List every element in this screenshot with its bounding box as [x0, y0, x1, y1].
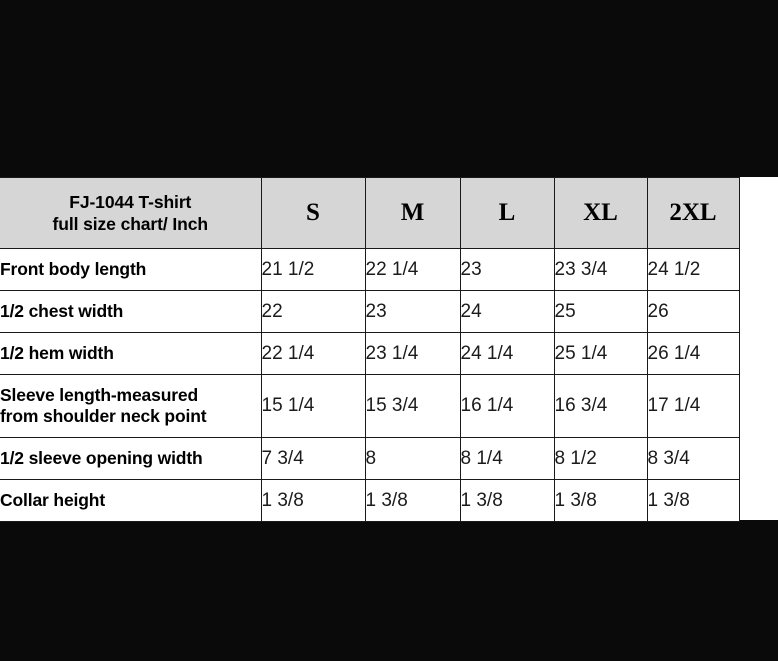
- measurement-label: Front body length: [0, 248, 262, 291]
- chart-title-cell: FJ-1044 T-shirt full size chart/ Inch: [0, 177, 262, 249]
- chart-title-line-2: full size chart/ Inch: [52, 214, 209, 234]
- measurement-value: 22: [260, 290, 366, 333]
- measurement-value: 26 1/4: [646, 332, 740, 375]
- measurement-value: 16 3/4: [553, 374, 648, 438]
- table-header-row: FJ-1044 T-shirt full size chart/ Inch S …: [0, 177, 740, 249]
- chart-title-line-1: FJ-1044 T-shirt: [69, 191, 192, 212]
- measurement-value: 1 3/8: [646, 479, 740, 522]
- measurement-value: 24 1/4: [459, 332, 555, 375]
- measurement-label: 1/2 hem width: [0, 332, 262, 375]
- measurement-value: 8 1/2: [553, 437, 648, 480]
- measurement-value: 24: [459, 290, 555, 333]
- measurement-value: 23: [459, 248, 555, 291]
- table-row: 1/2 chest width 22 23 24 25 26: [0, 290, 740, 333]
- measurement-label: Collar height: [0, 479, 262, 522]
- size-chart-sheet: FJ-1044 T-shirt full size chart/ Inch S …: [0, 177, 778, 522]
- measurement-value: 8 1/4: [459, 437, 555, 480]
- size-header-xl: XL: [553, 177, 648, 249]
- measurement-label: Sleeve length-measured from shoulder nec…: [0, 374, 262, 438]
- measurement-value: 22 1/4: [260, 332, 366, 375]
- measurement-value: 1 3/8: [553, 479, 648, 522]
- table-row: 1/2 hem width 22 1/4 23 1/4 24 1/4 25 1/…: [0, 332, 740, 375]
- measurement-label-line-1: Sleeve length-measured: [0, 385, 199, 405]
- size-header-2xl: 2XL: [646, 177, 740, 249]
- measurement-value: 23 1/4: [364, 332, 461, 375]
- measurement-label: 1/2 sleeve opening width: [0, 437, 262, 480]
- measurement-value: 26: [646, 290, 740, 333]
- table-row: 1/2 sleeve opening width 7 3/4 8 8 1/4 8…: [0, 437, 740, 480]
- measurement-value: 22 1/4: [364, 248, 461, 291]
- size-header-s: S: [260, 177, 366, 249]
- measurement-value: 15 1/4: [260, 374, 366, 438]
- measurement-value: 21 1/2: [260, 248, 366, 291]
- measurement-value: 16 1/4: [459, 374, 555, 438]
- size-chart-table: FJ-1044 T-shirt full size chart/ Inch S …: [0, 177, 740, 522]
- measurement-value: 8 3/4: [646, 437, 740, 480]
- measurement-value: 15 3/4: [364, 374, 461, 438]
- measurement-value: 1 3/8: [260, 479, 366, 522]
- measurement-value: 25: [553, 290, 648, 333]
- table-row: Collar height 1 3/8 1 3/8 1 3/8 1 3/8 1 …: [0, 479, 740, 522]
- measurement-value: 7 3/4: [260, 437, 366, 480]
- size-header-l: L: [459, 177, 555, 249]
- measurement-value: 17 1/4: [646, 374, 740, 438]
- measurement-label-line-2: from shoulder neck point: [0, 406, 207, 426]
- measurement-value: 23 3/4: [553, 248, 648, 291]
- measurement-value: 8: [364, 437, 461, 480]
- measurement-value: 24 1/2: [646, 248, 740, 291]
- table-row: Sleeve length-measured from shoulder nec…: [0, 374, 740, 438]
- measurement-value: 1 3/8: [459, 479, 555, 522]
- measurement-value: 25 1/4: [553, 332, 648, 375]
- measurement-value: 1 3/8: [364, 479, 461, 522]
- measurement-label: 1/2 chest width: [0, 290, 262, 333]
- measurement-value: 23: [364, 290, 461, 333]
- size-header-m: M: [364, 177, 461, 249]
- table-row: Front body length 21 1/2 22 1/4 23 23 3/…: [0, 248, 740, 291]
